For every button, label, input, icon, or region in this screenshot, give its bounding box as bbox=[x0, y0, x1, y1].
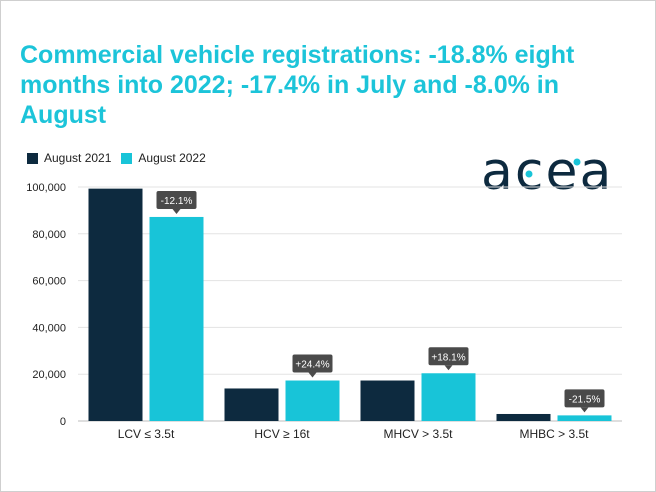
chart-title: Commercial vehicle registrations: -18.8%… bbox=[20, 41, 575, 129]
data-label-pointer bbox=[444, 365, 453, 371]
x-tick-label: MHBC > 3.5t bbox=[519, 427, 589, 441]
acea-logo: acea bbox=[481, 148, 613, 196]
data-label: -21.5% bbox=[569, 394, 601, 405]
logo-text: acea bbox=[481, 148, 613, 196]
data-label: +18.1% bbox=[431, 352, 465, 363]
bar bbox=[224, 388, 279, 421]
bar bbox=[88, 188, 143, 421]
legend-label-2022: August 2022 bbox=[138, 151, 206, 165]
x-tick-label: HCV ≥ 16t bbox=[254, 427, 310, 441]
data-label: +24.4% bbox=[295, 360, 329, 371]
legend-label-2021: August 2021 bbox=[44, 151, 112, 165]
legend: August 2021 August 2022 bbox=[27, 151, 216, 165]
data-label-box bbox=[564, 389, 605, 408]
y-tick-label: 20,000 bbox=[32, 369, 66, 381]
data-label: -12.1% bbox=[161, 196, 193, 207]
data-label-pointer bbox=[172, 208, 181, 214]
data-label-box bbox=[428, 347, 469, 366]
bar bbox=[421, 373, 476, 421]
bar bbox=[285, 380, 340, 421]
legend-item-2021: August 2021 bbox=[27, 151, 111, 165]
data-label-pointer bbox=[580, 407, 589, 413]
bar bbox=[496, 413, 551, 421]
x-tick-label: MHCV > 3.5t bbox=[383, 427, 453, 441]
data-label-box bbox=[156, 190, 197, 209]
data-label-box bbox=[292, 354, 333, 373]
bar bbox=[149, 216, 204, 421]
y-tick-label: 0 bbox=[60, 416, 66, 428]
legend-swatch-2022 bbox=[121, 152, 133, 164]
legend-item-2022: August 2022 bbox=[121, 151, 206, 165]
y-tick-label: 60,000 bbox=[32, 276, 66, 288]
y-tick-label: 100,000 bbox=[26, 182, 66, 194]
legend-swatch-2021 bbox=[27, 152, 38, 164]
logo-dot bbox=[573, 158, 581, 166]
logo-dot bbox=[525, 170, 533, 178]
bar bbox=[557, 415, 612, 421]
data-label-pointer bbox=[308, 372, 317, 378]
x-tick-label: LCV ≤ 3.5t bbox=[118, 427, 175, 441]
y-tick-label: 40,000 bbox=[32, 322, 66, 334]
bar bbox=[360, 380, 415, 421]
y-tick-label: 80,000 bbox=[32, 229, 66, 241]
